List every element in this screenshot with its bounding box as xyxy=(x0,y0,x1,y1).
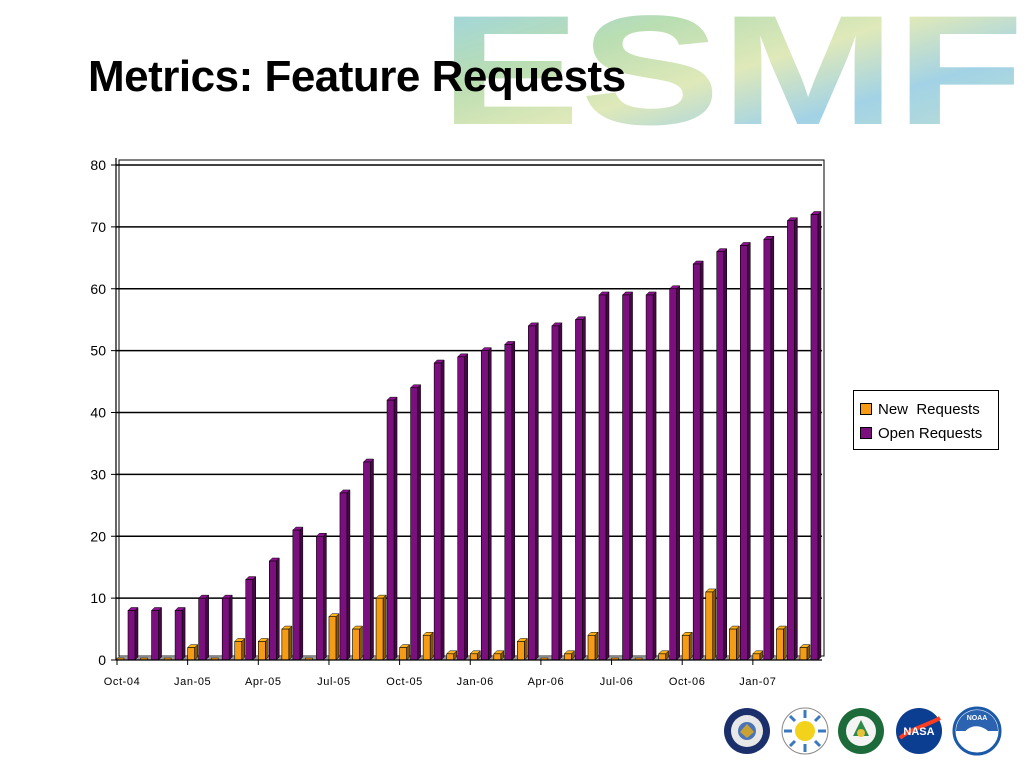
bar-new-requests xyxy=(422,631,434,661)
x-tick-label: Jan-05 xyxy=(174,676,211,688)
bar-new-requests xyxy=(257,637,269,661)
doe-seal-icon xyxy=(838,708,884,754)
bar-new-requests xyxy=(187,644,199,661)
esmf-logo-icon: ESMF xyxy=(440,6,1024,128)
bar-new-requests xyxy=(234,637,246,661)
bar-new-requests xyxy=(328,613,340,661)
bar-new-requests xyxy=(516,637,528,661)
bar-open-requests xyxy=(268,557,280,661)
x-tick-label: Apr-06 xyxy=(528,676,565,688)
y-tick-label: 80 xyxy=(90,157,106,173)
bar-open-requests xyxy=(362,458,375,661)
nasa-meatball-icon: NASA xyxy=(896,708,942,754)
x-tick-label: Oct-04 xyxy=(104,676,141,688)
bar-open-requests xyxy=(245,575,257,661)
bar-open-requests xyxy=(527,322,539,661)
bar-new-requests xyxy=(658,650,670,661)
bar-new-requests xyxy=(799,644,811,661)
bar-open-requests xyxy=(716,248,728,661)
legend: New Requests Open Requests xyxy=(853,390,999,450)
bar-open-requests xyxy=(127,606,139,661)
bar-open-requests xyxy=(315,532,328,661)
bar-open-requests xyxy=(198,594,210,661)
bar-open-requests xyxy=(810,210,822,661)
bar-new-requests xyxy=(775,625,788,661)
bar-open-requests xyxy=(386,396,398,661)
y-tick-label: 0 xyxy=(98,652,106,668)
legend-label-new: New Requests xyxy=(878,400,980,418)
agency-logos: NASA NOAA xyxy=(718,706,1004,758)
bar-new-requests xyxy=(681,631,693,661)
bar-new-requests xyxy=(587,631,599,661)
legend-item-open-requests: Open Requests xyxy=(860,421,998,445)
bar-new-requests xyxy=(493,650,505,661)
bar-open-requests xyxy=(645,291,657,661)
y-tick-label: 20 xyxy=(90,528,106,544)
bar-new-requests xyxy=(728,625,740,661)
slide-title: Metrics: Feature Requests xyxy=(88,52,626,101)
bar-open-requests xyxy=(409,384,422,661)
bar-new-requests xyxy=(446,650,458,661)
bar-open-requests xyxy=(739,241,751,661)
bar-open-requests xyxy=(292,526,304,661)
bar-new-requests xyxy=(705,588,717,661)
bar-new-requests xyxy=(375,594,387,661)
bar-open-requests xyxy=(339,489,351,661)
bar-open-requests xyxy=(221,594,233,661)
x-tick-label: Jan-07 xyxy=(739,676,776,688)
y-tick-label: 70 xyxy=(90,219,106,235)
bar-open-requests xyxy=(551,322,563,661)
bar-open-requests xyxy=(786,217,799,661)
legend-swatch-open xyxy=(860,427,872,439)
bar-new-requests xyxy=(563,650,576,661)
x-tick-label: Jan-06 xyxy=(457,676,494,688)
bar-new-requests xyxy=(398,644,411,661)
x-tick-label: Jul-05 xyxy=(317,676,351,688)
noaa-logo-icon: NOAA xyxy=(952,706,1002,756)
bar-open-requests xyxy=(669,285,681,661)
bar-open-requests xyxy=(574,316,587,661)
x-tick-label: Apr-05 xyxy=(245,676,282,688)
bar-open-requests xyxy=(692,260,704,661)
bar-open-requests xyxy=(598,291,610,661)
logo-text: ESMF xyxy=(440,6,1024,128)
nsf-seal-icon xyxy=(781,707,829,755)
dod-seal-icon xyxy=(724,708,770,754)
bar-new-requests xyxy=(752,650,764,661)
legend-swatch-new xyxy=(860,403,872,415)
bar-open-requests xyxy=(621,291,634,661)
bar-open-requests xyxy=(504,340,516,661)
x-tick-label: Jul-06 xyxy=(600,676,634,688)
bar-open-requests xyxy=(174,606,186,661)
bar-open-requests xyxy=(763,235,775,661)
nasa-label: NASA xyxy=(903,726,934,738)
bar-open-requests xyxy=(150,606,163,661)
y-tick-label: 10 xyxy=(90,590,106,606)
noaa-label: NOAA xyxy=(967,715,988,722)
y-tick-label: 30 xyxy=(90,466,106,482)
bar-open-requests xyxy=(480,347,492,661)
y-tick-label: 60 xyxy=(90,281,106,297)
y-tick-label: 40 xyxy=(90,405,106,421)
bar-open-requests xyxy=(433,359,445,661)
legend-item-new-requests: New Requests xyxy=(860,397,998,421)
legend-label-open: Open Requests xyxy=(878,424,983,442)
bar-new-requests xyxy=(351,625,364,661)
x-tick-label: Oct-05 xyxy=(386,676,423,688)
x-tick-label: Oct-06 xyxy=(669,676,706,688)
y-tick-label: 50 xyxy=(90,343,106,359)
bar-new-requests xyxy=(281,625,293,661)
bar-new-requests xyxy=(469,650,481,661)
bar-open-requests xyxy=(457,353,469,661)
